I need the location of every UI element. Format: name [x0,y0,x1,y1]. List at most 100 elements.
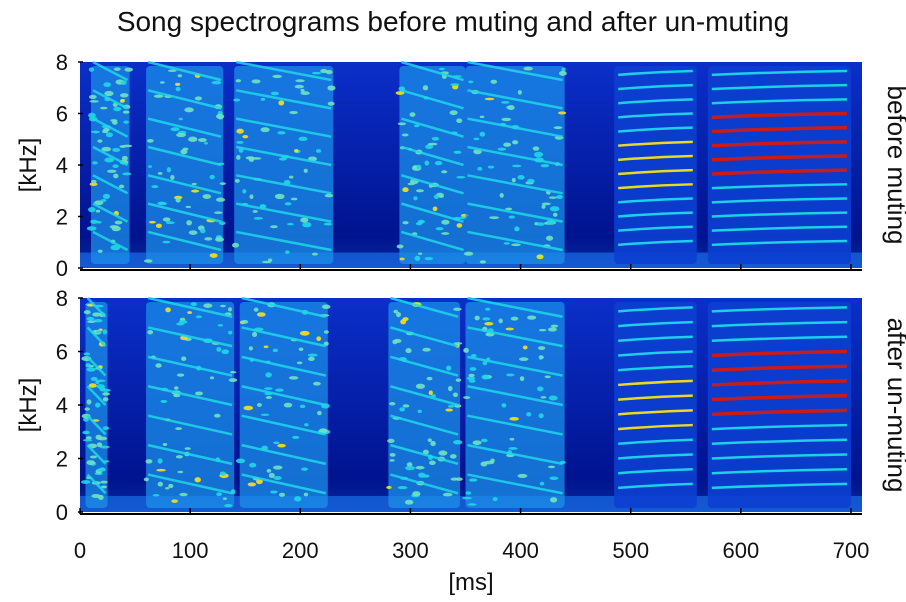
energy-speck [412,491,421,497]
energy-speck [386,485,392,490]
harmonic-line [711,183,848,190]
syllable-block [146,302,235,508]
energy-speck [100,198,107,202]
energy-speck [537,346,546,351]
energy-speck [256,479,263,485]
energy-speck [462,496,472,500]
energy-speck [105,132,113,138]
energy-speck [85,436,92,440]
energy-speck [456,223,463,228]
energy-speck [120,99,126,103]
harmonic-line [711,168,848,176]
frequency-sweep [467,326,563,348]
energy-speck [202,194,212,200]
energy-speck [103,82,112,88]
energy-speck [500,100,510,104]
energy-speck [98,494,104,501]
energy-speck [527,178,535,184]
energy-speck [88,206,96,213]
energy-speck [435,227,444,231]
energy-speck [501,117,512,122]
frequency-sweep [147,414,233,436]
energy-speck [324,193,334,198]
energy-speck [387,438,395,444]
energy-speck [547,327,557,332]
energy-speck [143,259,153,263]
energy-speck [424,160,430,166]
energy-speck [294,149,299,153]
energy-speck [194,477,201,483]
energy-speck [299,404,306,409]
energy-speck [472,440,482,446]
energy-speck [270,490,278,494]
frequency-sweep [241,443,327,466]
energy-speck [119,145,127,148]
frequency-sweep [235,89,332,110]
energy-speck [538,413,544,419]
frequency-sweep [235,230,332,252]
energy-speck [245,156,255,160]
energy-speck [480,438,488,443]
energy-speck [467,503,477,506]
harmonic-line [711,364,848,372]
energy-speck [232,242,240,248]
energy-speck [544,375,551,379]
frequency-sweep [235,117,332,138]
energy-speck [278,157,287,161]
frequency-sweep [467,473,563,495]
harmonic-line [618,379,693,387]
energy-speck [174,82,181,86]
y-tick-label: 4 [56,153,68,178]
energy-speck [541,204,546,209]
energy-speck [92,161,98,165]
harmonic-line [618,126,693,133]
energy-speck [184,447,191,450]
energy-speck [147,329,154,335]
energy-speck [99,386,106,392]
harmonic-line [711,349,848,358]
energy-speck [442,492,453,497]
energy-speck [184,107,194,113]
energy-speck [550,324,559,328]
energy-speck [393,309,399,314]
energy-speck [487,165,495,169]
energy-speck [279,492,286,497]
energy-speck [121,155,128,161]
energy-speck [290,197,298,201]
energy-speck [278,100,285,106]
energy-speck [438,195,444,198]
energy-speck [448,404,455,408]
harmonic-line [711,111,848,120]
energy-speck [438,450,448,456]
harmonic-line [618,482,693,490]
energy-speck [90,130,101,134]
frequency-sweep [467,230,563,252]
energy-speck [96,442,103,448]
energy-speck [405,348,412,354]
energy-speck [422,85,429,91]
energy-speck [89,455,98,459]
energy-speck [251,79,261,84]
y-tick-label: 2 [56,205,68,230]
energy-speck [95,209,101,213]
energy-speck [469,367,477,371]
harmonic-line [618,467,693,475]
energy-speck [301,467,308,471]
frequency-sweep [467,202,563,223]
energy-speck [216,197,226,202]
syllable-block [614,66,697,264]
energy-speck [263,345,269,349]
energy-speck [406,462,413,467]
energy-speck [173,386,179,390]
harmonic-line [618,225,693,232]
energy-speck [498,318,503,324]
frequency-sweep [147,443,233,466]
energy-speck [536,254,544,260]
energy-speck [101,146,112,152]
energy-speck [165,221,175,225]
energy-speck [159,81,165,84]
energy-speck [277,131,286,135]
energy-speck [157,201,167,205]
y-tick-label: 4 [56,393,68,418]
energy-speck [92,312,101,317]
